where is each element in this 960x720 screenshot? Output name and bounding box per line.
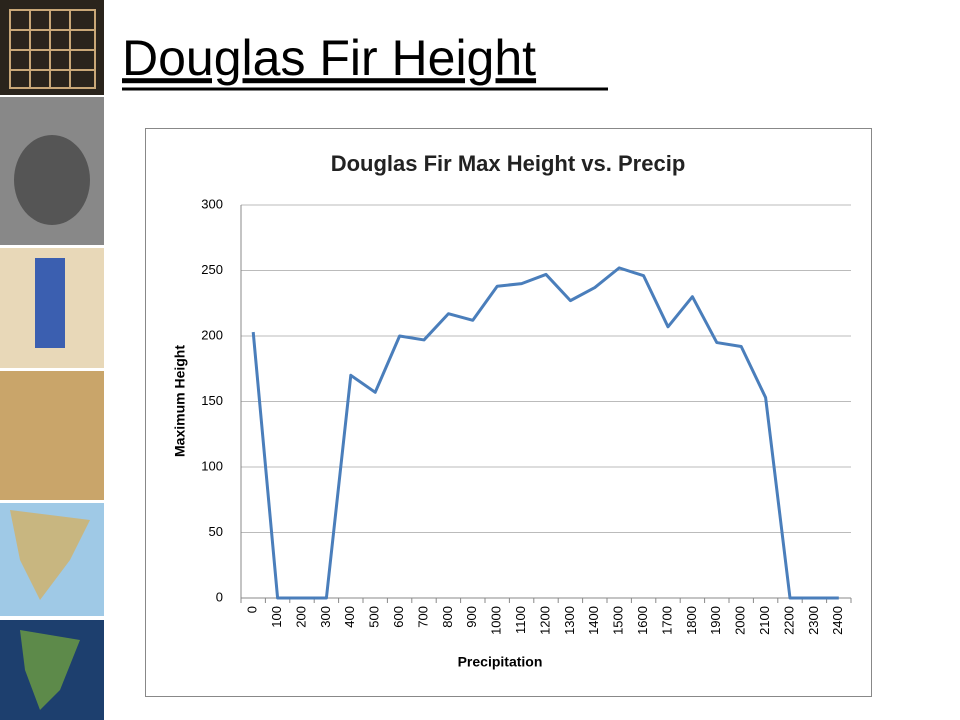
- thumb-greece-land: [10, 510, 90, 600]
- thumbnails: [0, 0, 104, 720]
- y-tick-label: 150: [201, 393, 223, 408]
- x-tick-label: 1700: [659, 606, 674, 635]
- x-tick-label: 1900: [708, 606, 723, 635]
- y-axis-label: Maximum Height: [172, 345, 188, 457]
- x-tick-label: 2100: [757, 606, 772, 635]
- y-tick-label: 100: [201, 458, 223, 473]
- x-tick-label: 1600: [635, 606, 650, 635]
- chart-frame: [145, 128, 872, 697]
- x-tick-label: 600: [391, 606, 406, 628]
- thumb-grid: [0, 0, 104, 95]
- x-tick-label: 700: [415, 606, 430, 628]
- x-tick-label: 300: [318, 606, 333, 628]
- y-tick-label: 300: [201, 196, 223, 211]
- x-axis-label: Precipitation: [458, 654, 543, 670]
- x-tick-label: 1800: [684, 606, 699, 635]
- x-tick-label: 2300: [806, 606, 821, 635]
- y-tick-label: 250: [201, 262, 223, 277]
- x-tick-label: 1100: [513, 606, 528, 634]
- thumb-globe-land: [20, 630, 80, 710]
- y-tick-label: 50: [209, 524, 223, 539]
- x-tick-label: 800: [440, 606, 455, 628]
- data-line: [251, 266, 839, 600]
- x-tick-label: 200: [293, 606, 308, 628]
- y-tick-label: 200: [201, 327, 223, 342]
- x-tick-label: 2200: [781, 606, 796, 635]
- x-tick-label: 1500: [611, 606, 626, 635]
- chart-title: Douglas Fir Max Height vs. Precip: [331, 151, 686, 176]
- x-tick-label: 100: [269, 606, 284, 628]
- thumb-grid-lines: [9, 9, 96, 89]
- x-tick-label: 1000: [489, 606, 504, 635]
- x-tick-label: 1400: [586, 606, 601, 635]
- x-tick-label: 900: [464, 606, 479, 628]
- x-tick-label: 2000: [733, 606, 748, 635]
- thumb-map-blue: [35, 258, 65, 348]
- thumb-tablet-disc: [14, 135, 90, 225]
- slide-title: Douglas Fir Height: [122, 30, 536, 86]
- x-tick-label: 1300: [562, 606, 577, 635]
- thumb-parchment: [0, 371, 104, 500]
- x-tick-label: 500: [367, 606, 382, 628]
- x-tick-label: 1200: [537, 606, 552, 635]
- y-tick-label: 0: [216, 589, 223, 604]
- x-tick-label: 0: [245, 606, 260, 613]
- x-tick-label: 2400: [830, 606, 845, 635]
- x-tick-label: 400: [342, 606, 357, 628]
